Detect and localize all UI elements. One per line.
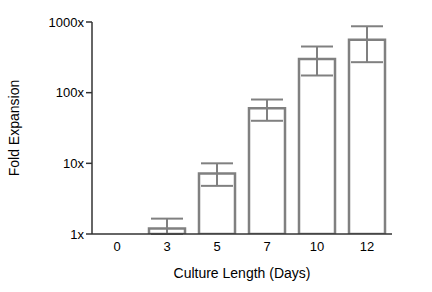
- svg-text:5: 5: [213, 239, 220, 254]
- svg-text:3: 3: [163, 239, 170, 254]
- svg-text:10: 10: [310, 239, 324, 254]
- svg-text:1000x: 1000x: [49, 15, 85, 30]
- svg-text:100x: 100x: [56, 85, 85, 100]
- svg-text:1x: 1x: [70, 227, 84, 242]
- svg-text:7: 7: [263, 239, 270, 254]
- svg-text:10x: 10x: [63, 156, 84, 171]
- svg-text:0: 0: [113, 239, 120, 254]
- svg-text:12: 12: [360, 239, 374, 254]
- svg-text:Culture Length (Days): Culture Length (Days): [174, 265, 311, 281]
- svg-text:Fold Expansion: Fold Expansion: [8, 80, 22, 177]
